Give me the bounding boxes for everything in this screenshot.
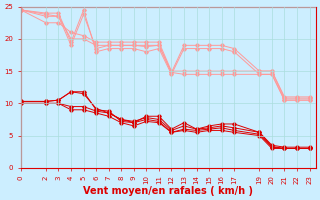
X-axis label: Vent moyen/en rafales ( km/h ): Vent moyen/en rafales ( km/h ) (83, 186, 253, 196)
